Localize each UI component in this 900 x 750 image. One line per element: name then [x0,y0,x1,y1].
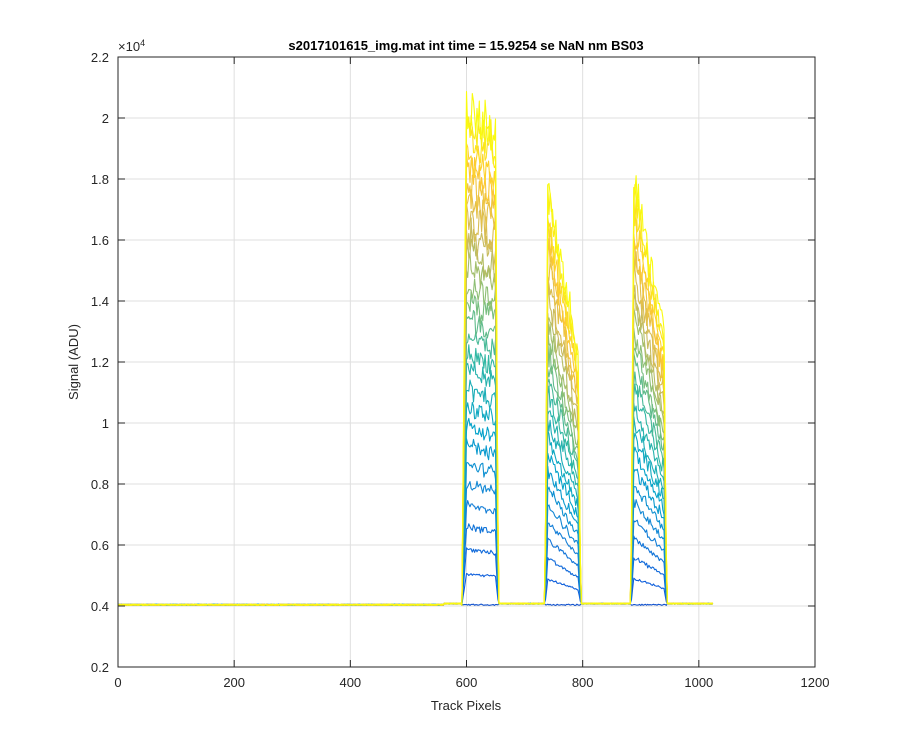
x-tick-label: 400 [339,675,361,690]
y-exponent-power: 4 [140,38,145,48]
x-tick-label: 800 [572,675,594,690]
y-tick-label: 0.8 [91,477,109,492]
y-axis-label: Signal (ADU) [66,324,81,400]
y-tick-label: 2.2 [91,50,109,65]
series-line [117,217,713,606]
y-tick-label: 0.4 [91,599,109,614]
series-line [118,173,713,606]
series-line [117,438,713,606]
x-axis-ticks: 0 200 400 600 800 1000 1200 [114,57,829,690]
chart-title: s2017101615_img.mat int time = 15.9254 s… [288,38,643,53]
y-tick-label: 1.4 [91,294,109,309]
series-line [117,143,713,606]
series-line [117,500,713,606]
y-exponent-base: ×10 [118,39,140,54]
series-line [117,189,713,606]
series-line [117,547,714,606]
x-axis-label: Track Pixels [431,698,502,713]
series-line [117,150,713,606]
y-tick-label: 1 [102,416,109,431]
y-tick-label: 0.6 [91,538,109,553]
series-line [117,309,713,606]
series-line [117,417,714,606]
series-line [117,331,714,606]
x-tick-label: 200 [223,675,245,690]
series-line [117,91,713,606]
y-tick-label: 0.2 [91,660,109,675]
x-tick-label: 600 [456,675,478,690]
x-tick-label: 0 [114,675,121,690]
y-tick-label: 1.8 [91,172,109,187]
series-line [117,523,714,606]
series-line [117,251,713,606]
y-axis-ticks: 0.2 0.4 0.6 0.8 1 1.2 1.4 1.6 1.8 2 2.2 [91,50,815,675]
y-tick-label: 1.6 [91,233,109,248]
x-tick-label: 1000 [684,675,713,690]
series-line [117,379,714,606]
y-exponent-label: ×104 [118,38,145,54]
series-line [117,480,714,606]
series-line [117,278,713,606]
x-tick-label: 1200 [801,675,830,690]
y-tick-label: 2 [102,111,109,126]
series-line [117,344,713,606]
y-tick-label: 1.2 [91,355,109,370]
series-line [117,401,713,606]
series-line [117,291,714,606]
series-traces [117,91,714,606]
series-line [117,238,714,606]
series-line [117,110,714,606]
series-line [117,572,714,606]
